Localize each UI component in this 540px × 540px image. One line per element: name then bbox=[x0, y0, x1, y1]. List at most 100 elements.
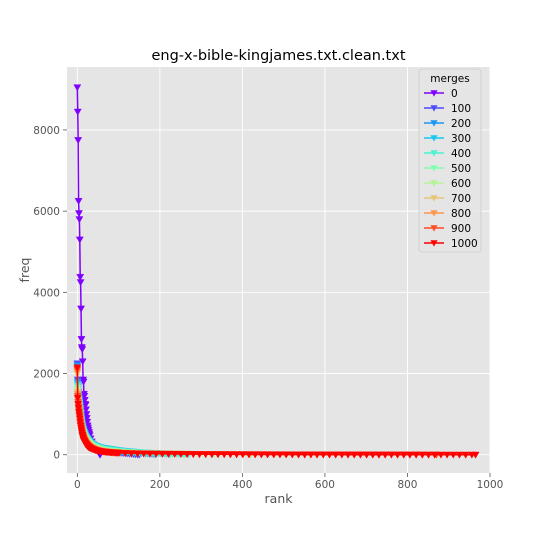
data-point bbox=[183, 451, 192, 459]
legend-box bbox=[418, 68, 482, 253]
x-tick-label: 800 bbox=[397, 479, 417, 491]
data-point bbox=[82, 406, 90, 414]
data-point bbox=[455, 451, 464, 459]
data-point bbox=[387, 451, 396, 459]
data-point bbox=[275, 451, 284, 459]
data-point bbox=[214, 451, 222, 459]
data-point bbox=[74, 401, 83, 408]
data-point bbox=[78, 346, 87, 354]
y-tick-label: 6000 bbox=[33, 206, 60, 218]
legend-swatch-marker bbox=[430, 150, 438, 157]
data-point bbox=[127, 450, 136, 458]
y-axis-label: freq bbox=[17, 258, 32, 283]
x-tick-label: 400 bbox=[232, 479, 252, 491]
data-point bbox=[75, 236, 84, 244]
legend-swatch-marker bbox=[430, 105, 438, 112]
data-point bbox=[263, 451, 272, 459]
legend-item-200: 200 bbox=[424, 118, 471, 130]
y-tick-label: 4000 bbox=[33, 287, 60, 299]
x-axis-label: rank bbox=[265, 491, 294, 506]
legend-label: 300 bbox=[451, 133, 471, 145]
data-point bbox=[282, 451, 291, 459]
data-point bbox=[232, 451, 241, 459]
legend-item-600: 600 bbox=[424, 178, 471, 190]
data-point bbox=[269, 451, 278, 459]
data-point bbox=[164, 450, 173, 458]
data-point bbox=[424, 451, 433, 459]
data-point bbox=[74, 137, 83, 145]
legend-items: 0 100 200 300 400 500 600 700 800 900 1000 bbox=[424, 88, 478, 250]
data-point bbox=[75, 210, 83, 218]
data-point bbox=[76, 274, 85, 281]
legend-swatch-marker bbox=[430, 120, 438, 127]
data-point bbox=[77, 305, 85, 313]
y-tick-label: 0 bbox=[53, 450, 60, 462]
data-point bbox=[356, 451, 365, 459]
data-point bbox=[300, 451, 309, 459]
data-point bbox=[189, 451, 198, 459]
data-point bbox=[381, 451, 390, 459]
legend-swatch-marker bbox=[430, 210, 438, 217]
data-point bbox=[362, 451, 371, 459]
data-point bbox=[158, 450, 167, 458]
legend-label: 200 bbox=[451, 118, 471, 130]
data-point bbox=[133, 450, 142, 458]
series-1000 bbox=[73, 364, 480, 459]
series-layer bbox=[73, 84, 480, 459]
y-tick-label: 8000 bbox=[33, 125, 60, 137]
data-point bbox=[331, 451, 340, 459]
legend-item-700: 700 bbox=[424, 193, 471, 205]
data-point bbox=[350, 451, 359, 459]
legend-item-800: 800 bbox=[424, 208, 471, 220]
legend-label: 600 bbox=[451, 178, 471, 190]
data-point bbox=[79, 378, 88, 386]
data-point bbox=[176, 451, 185, 458]
data-point bbox=[78, 358, 87, 366]
data-point bbox=[325, 451, 334, 459]
legend-swatch-marker bbox=[430, 240, 438, 247]
legend-item-400: 400 bbox=[424, 148, 471, 160]
data-point bbox=[238, 451, 247, 459]
data-point bbox=[152, 450, 161, 458]
data-point bbox=[115, 449, 123, 457]
data-point bbox=[75, 216, 84, 224]
data-point bbox=[201, 451, 210, 459]
legend-label: 100 bbox=[451, 103, 471, 115]
data-point bbox=[146, 450, 154, 458]
data-point bbox=[306, 451, 315, 459]
data-point bbox=[313, 451, 322, 459]
legend: merges 0 100 200 300 400 500 600 700 800 900 1000 bbox=[418, 68, 482, 253]
data-point bbox=[337, 451, 346, 459]
legend-label: 500 bbox=[451, 163, 471, 175]
legend-swatch-marker bbox=[430, 180, 438, 187]
legend-item-300: 300 bbox=[424, 133, 471, 145]
x-ticks: 0 200 400 600 800 1000 bbox=[74, 473, 503, 491]
data-point bbox=[76, 419, 85, 427]
legend-swatch-marker bbox=[430, 225, 438, 232]
data-point bbox=[73, 364, 82, 372]
legend-swatch-marker bbox=[430, 165, 438, 172]
data-point bbox=[399, 451, 408, 459]
data-point bbox=[294, 451, 303, 459]
data-point bbox=[288, 451, 297, 459]
legend-item-900: 900 bbox=[424, 223, 471, 235]
data-point bbox=[73, 84, 82, 92]
data-point bbox=[430, 451, 439, 459]
data-point bbox=[73, 108, 82, 116]
legend-swatch-marker bbox=[430, 90, 438, 97]
data-point bbox=[77, 336, 86, 344]
data-point bbox=[471, 451, 480, 459]
data-point bbox=[368, 451, 377, 459]
data-point bbox=[139, 450, 148, 458]
y-tick-label: 2000 bbox=[33, 369, 60, 381]
legend-item-0: 0 bbox=[424, 88, 458, 100]
data-point bbox=[412, 451, 421, 459]
data-point bbox=[73, 394, 82, 402]
data-point bbox=[74, 198, 83, 205]
data-point bbox=[207, 451, 216, 459]
x-tick-label: 600 bbox=[315, 479, 335, 491]
data-point bbox=[76, 279, 85, 287]
data-point bbox=[220, 451, 229, 459]
chart-title: eng-x-bible-kingjames.txt.clean.txt bbox=[151, 48, 405, 64]
